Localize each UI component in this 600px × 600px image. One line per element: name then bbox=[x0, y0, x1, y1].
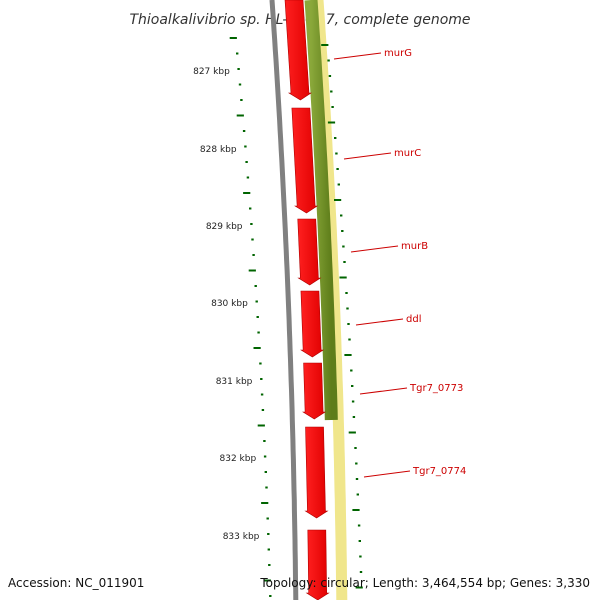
topology-text: Topology: circular; Length: 3,464,554 bp… bbox=[260, 576, 590, 590]
gene-label[interactable]: murB bbox=[401, 241, 428, 252]
gene-label-group: ddl bbox=[355, 314, 421, 326]
green-track bbox=[304, 0, 338, 421]
cds-arrow[interactable] bbox=[305, 529, 330, 600]
cds-arrow[interactable] bbox=[291, 107, 319, 214]
gene-labels: murG murC murB ddl Tgr7_0773 Tgr7_0774 bbox=[333, 48, 466, 478]
kbp-label: 827 kbp bbox=[193, 67, 230, 77]
scale-ticks-left bbox=[229, 37, 272, 597]
gene-label[interactable]: murC bbox=[394, 148, 421, 159]
kbp-label: 828 kbp bbox=[200, 145, 237, 155]
kbp-label: 830 kbp bbox=[211, 299, 248, 309]
gene-label[interactable]: Tgr7_0774 bbox=[412, 466, 466, 477]
kbp-label: 833 kbp bbox=[223, 532, 260, 542]
gene-label[interactable]: murG bbox=[384, 48, 412, 59]
kbp-label: 831 kbp bbox=[216, 377, 253, 387]
gene-leader-line bbox=[355, 318, 404, 326]
gene-label-group: Tgr7_0774 bbox=[363, 466, 466, 478]
gene-label-group: murC bbox=[343, 148, 421, 160]
gene-label-group: murB bbox=[350, 241, 428, 253]
gene-leader-line bbox=[333, 52, 382, 60]
accession-text: Accession: NC_011901 bbox=[8, 576, 145, 590]
cds-track bbox=[284, 0, 330, 600]
kbp-label: 829 kbp bbox=[206, 222, 243, 232]
cds-arrow[interactable] bbox=[304, 426, 329, 519]
gene-label[interactable]: Tgr7_0773 bbox=[409, 383, 463, 394]
gene-label-group: Tgr7_0773 bbox=[359, 383, 463, 395]
gene-leader-line bbox=[359, 387, 408, 395]
gene-leader-line bbox=[363, 470, 411, 478]
gene-label[interactable]: ddl bbox=[406, 314, 421, 325]
kbp-labels: 827 kbp 828 kbp 829 kbp 830 kbp 831 kbp … bbox=[193, 67, 260, 542]
cds-arrow[interactable] bbox=[300, 290, 325, 358]
cds-arrow[interactable] bbox=[302, 362, 327, 420]
gene-leader-line bbox=[343, 152, 392, 160]
scale-ticks-right bbox=[321, 44, 363, 589]
yellow-track bbox=[312, 0, 348, 600]
kbp-label: 832 kbp bbox=[220, 454, 257, 464]
gene-label-group: murG bbox=[333, 48, 412, 60]
cds-arrow[interactable] bbox=[297, 218, 322, 286]
genome-backbone bbox=[269, 0, 299, 600]
cds-arrow[interactable] bbox=[284, 0, 312, 101]
gene-leader-line bbox=[350, 245, 399, 253]
